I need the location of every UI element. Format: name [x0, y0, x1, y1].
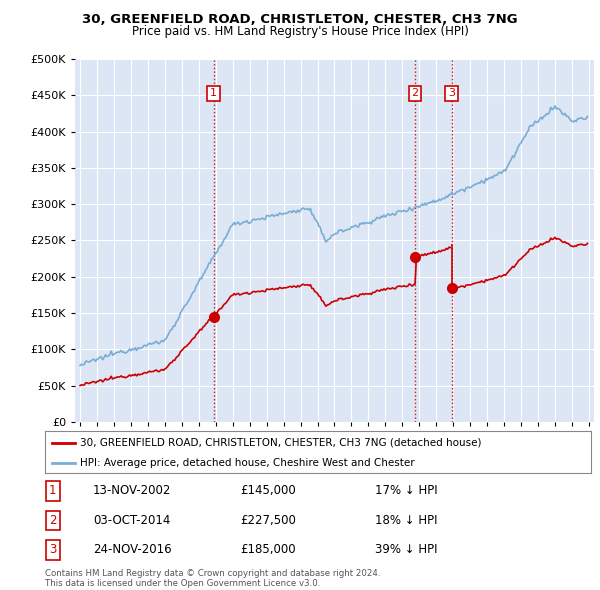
Text: £145,000: £145,000	[240, 484, 296, 497]
Text: £185,000: £185,000	[240, 543, 296, 556]
Text: 3: 3	[49, 543, 56, 556]
Text: 18% ↓ HPI: 18% ↓ HPI	[375, 514, 437, 527]
Text: 03-OCT-2014: 03-OCT-2014	[93, 514, 170, 527]
Text: Price paid vs. HM Land Registry's House Price Index (HPI): Price paid vs. HM Land Registry's House …	[131, 25, 469, 38]
Text: 2: 2	[412, 88, 419, 99]
Text: 30, GREENFIELD ROAD, CHRISTLETON, CHESTER, CH3 7NG: 30, GREENFIELD ROAD, CHRISTLETON, CHESTE…	[82, 13, 518, 26]
Text: 2: 2	[49, 514, 56, 527]
Text: HPI: Average price, detached house, Cheshire West and Chester: HPI: Average price, detached house, Ches…	[80, 458, 415, 467]
Text: Contains HM Land Registry data © Crown copyright and database right 2024.
This d: Contains HM Land Registry data © Crown c…	[45, 569, 380, 588]
Text: 1: 1	[49, 484, 56, 497]
Text: 1: 1	[210, 88, 217, 99]
Text: 13-NOV-2002: 13-NOV-2002	[93, 484, 172, 497]
Text: 24-NOV-2016: 24-NOV-2016	[93, 543, 172, 556]
Text: 30, GREENFIELD ROAD, CHRISTLETON, CHESTER, CH3 7NG (detached house): 30, GREENFIELD ROAD, CHRISTLETON, CHESTE…	[80, 438, 482, 448]
Text: 39% ↓ HPI: 39% ↓ HPI	[375, 543, 437, 556]
Text: 17% ↓ HPI: 17% ↓ HPI	[375, 484, 437, 497]
Text: 3: 3	[448, 88, 455, 99]
Text: £227,500: £227,500	[240, 514, 296, 527]
